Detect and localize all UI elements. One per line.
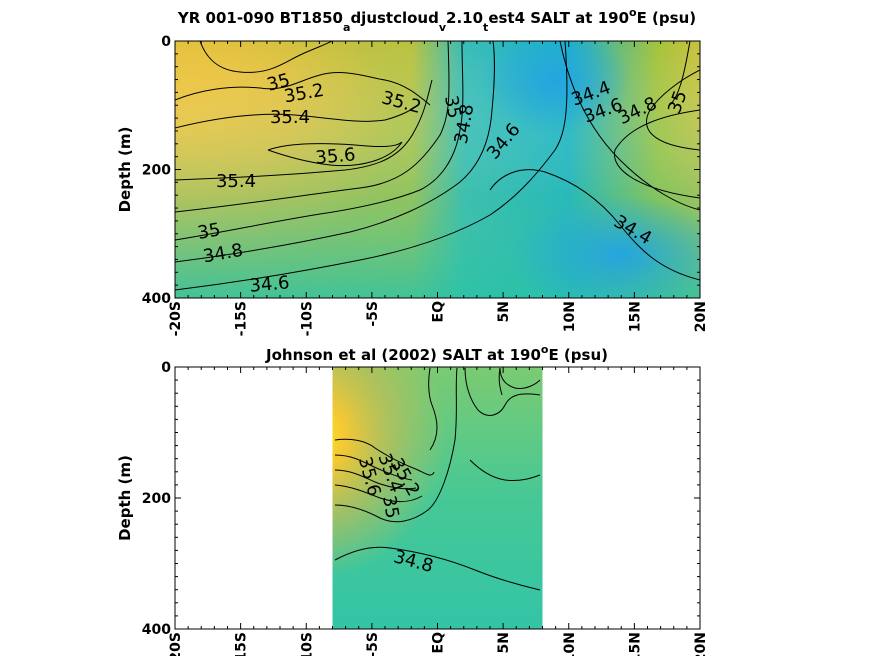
contour-line bbox=[428, 367, 438, 451]
panel-model-contours bbox=[175, 41, 700, 291]
panel-model-title: YR 001-090 BT1850adjustcloudv2.10test4 S… bbox=[177, 6, 696, 34]
panel-obs-ylabel: Depth (m) bbox=[116, 455, 134, 541]
contour-line bbox=[175, 72, 431, 106]
y-tick-label: 0 bbox=[161, 34, 171, 50]
contour-line bbox=[334, 469, 417, 490]
x-tick-label: 15N bbox=[627, 301, 643, 332]
contour-line bbox=[334, 454, 413, 481]
panel-obs-contours bbox=[334, 367, 541, 591]
contour-line bbox=[559, 41, 700, 211]
panel-obs-axes: -20S -15S -10S -5S EQ 5N 10N 15N 20N 0 200 400 bbox=[142, 360, 709, 656]
contour-label: 35.4 bbox=[270, 107, 310, 128]
x-tick-label: -15S bbox=[234, 632, 250, 656]
contour-label: 35.4 bbox=[216, 171, 256, 192]
y-tick-label: 200 bbox=[142, 163, 171, 179]
panel-obs-field bbox=[332, 367, 543, 629]
contour-line bbox=[199, 41, 333, 73]
x-tick-label: -5S bbox=[365, 632, 381, 656]
contour-line bbox=[175, 41, 568, 291]
contour-line bbox=[175, 79, 433, 181]
panel-model: YR 001-090 BT1850adjustcloudv2.10test4 S… bbox=[116, 6, 709, 336]
x-tick-label: -10S bbox=[299, 632, 315, 656]
contour-line bbox=[175, 104, 419, 129]
panel-obs-title: Johnson et al (2002) SALT at 190oE (psu) bbox=[265, 343, 608, 364]
contour-line bbox=[175, 41, 464, 241]
contour-label: 35 bbox=[440, 94, 465, 120]
contour-line bbox=[464, 367, 541, 416]
panel-model-axes: -20S -15S -10S -5S EQ 5N 10N 15N 20N 0 200 400 bbox=[142, 34, 709, 336]
contour-line bbox=[267, 141, 403, 167]
contour-line bbox=[334, 484, 423, 502]
contour-label: 35 bbox=[196, 219, 222, 244]
x-tick-label: 15N bbox=[627, 632, 643, 656]
y-tick-label: 200 bbox=[142, 491, 171, 507]
contour-line bbox=[334, 438, 435, 476]
contour-line bbox=[499, 367, 541, 389]
panel-model-field bbox=[175, 41, 700, 298]
contour-label: 34.6 bbox=[249, 272, 291, 296]
contour-line bbox=[334, 546, 541, 591]
contour-line bbox=[469, 459, 541, 481]
contour-line bbox=[175, 41, 495, 263]
x-tick-label: -20S bbox=[168, 632, 184, 656]
contour-line bbox=[614, 109, 700, 199]
x-tick-label: -5S bbox=[365, 301, 381, 327]
y-tick-label: 400 bbox=[142, 291, 171, 307]
contour-line bbox=[489, 169, 700, 281]
y-tick-label: 400 bbox=[142, 622, 171, 638]
contour-line bbox=[498, 367, 503, 396]
x-tick-label: 5N bbox=[496, 632, 512, 653]
contour-line bbox=[334, 367, 458, 523]
x-tick-label: 20N bbox=[693, 301, 709, 332]
x-tick-label: 10N bbox=[562, 301, 578, 332]
x-tick-label: -10S bbox=[299, 301, 315, 336]
x-tick-label: 5N bbox=[496, 301, 512, 322]
panel-model-fresh-pool-north bbox=[480, 41, 630, 135]
x-tick-label: EQ bbox=[431, 632, 447, 654]
y-tick-label: 0 bbox=[161, 360, 171, 376]
contour-label: 35 bbox=[378, 494, 403, 520]
panel-model-ylabel: Depth (m) bbox=[116, 127, 134, 213]
x-tick-label: -20S bbox=[168, 301, 184, 336]
panel-model-fresh-pool-deep bbox=[510, 195, 700, 298]
contour-line bbox=[175, 41, 450, 213]
contour-line bbox=[669, 41, 691, 106]
panel-obs: Johnson et al (2002) SALT at 190oE (psu)… bbox=[116, 343, 709, 656]
x-tick-label: EQ bbox=[431, 301, 447, 323]
x-tick-label: -15S bbox=[234, 301, 250, 336]
x-tick-label: 20N bbox=[693, 632, 709, 656]
x-tick-label: 10N bbox=[562, 632, 578, 656]
contour-label: 35.6 bbox=[315, 144, 357, 168]
